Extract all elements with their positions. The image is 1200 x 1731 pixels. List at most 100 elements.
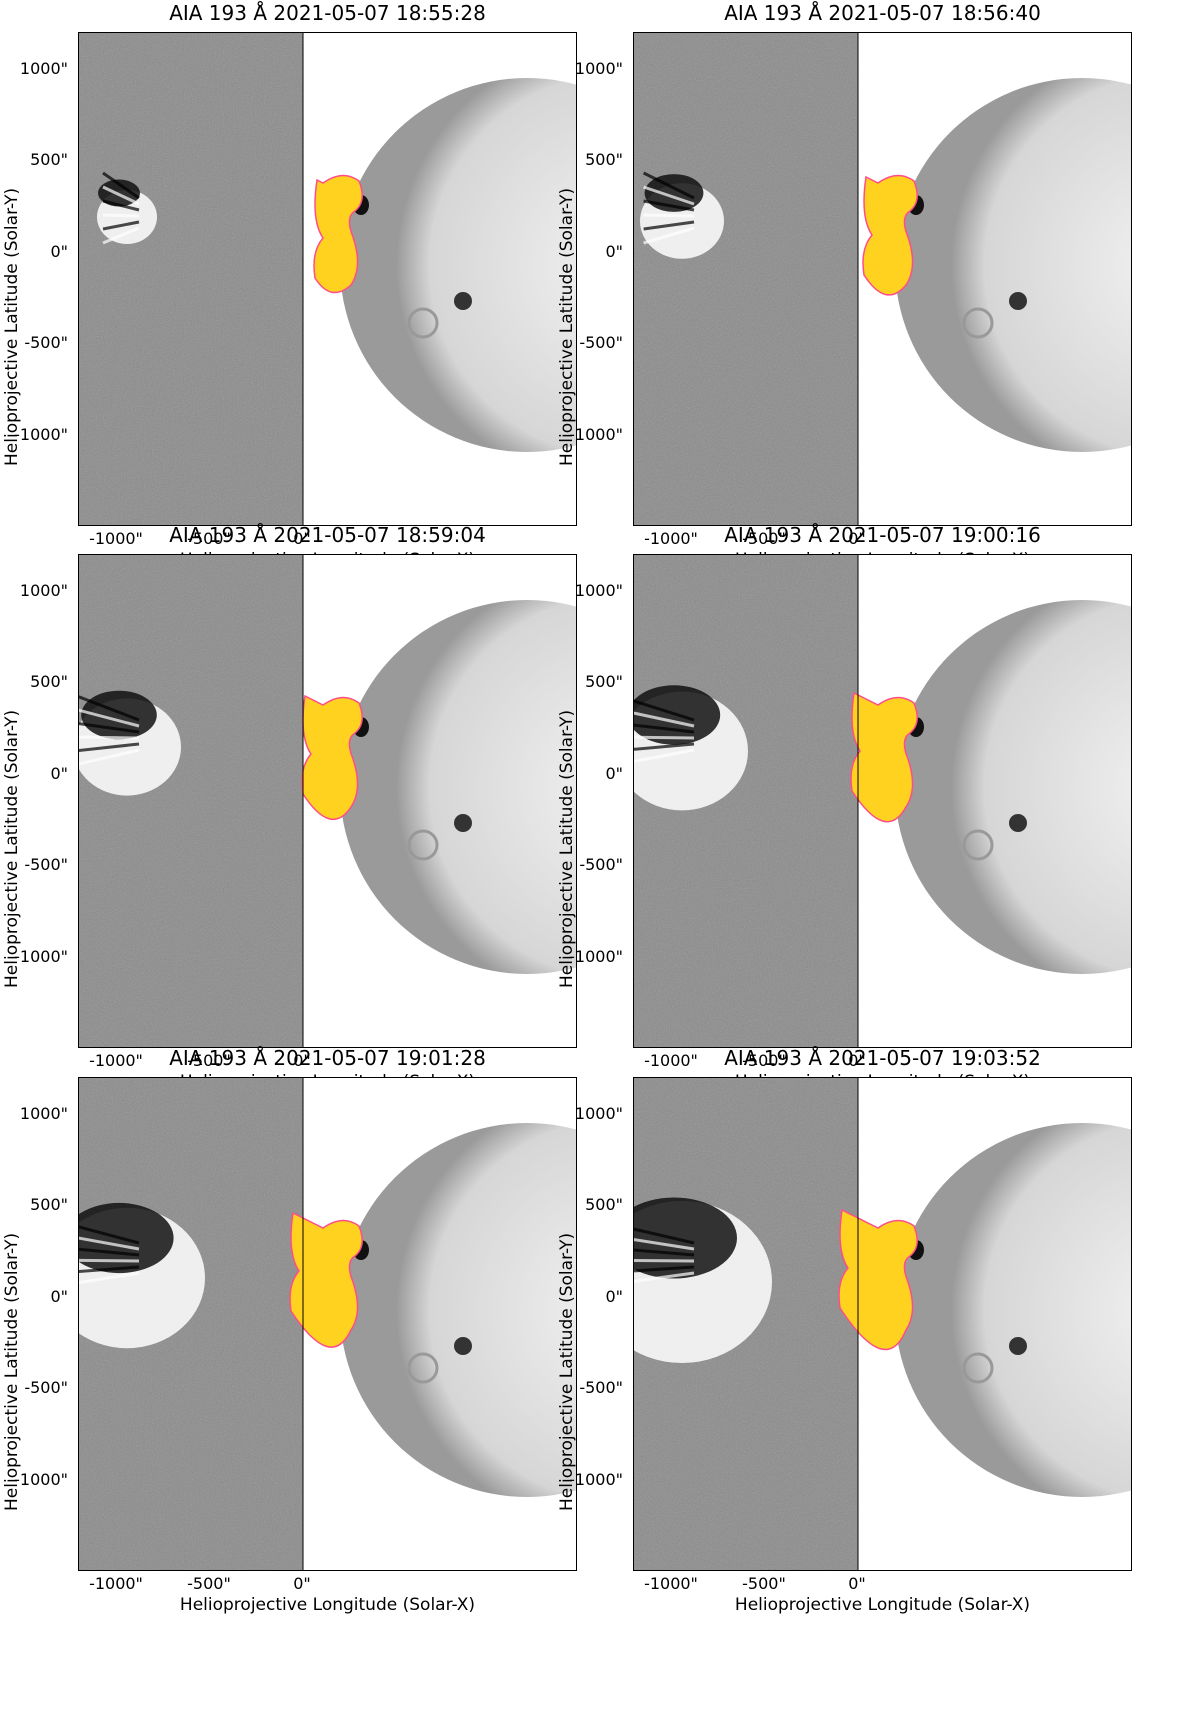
y-tick-label: 1000" [574, 581, 623, 600]
x-axis-label: Helioprojective Longitude (Solar-X) [734, 1595, 1031, 1615]
figure-panel-1: AIA 193 Å 2021-05-07 18:55:28 1000" 500" 0"… [0, 0, 577, 570]
x-tick-label: -500" [742, 1051, 786, 1070]
image-area [633, 554, 1132, 1048]
difference-image [79, 1078, 303, 1570]
y-tick-label: 1000" [574, 1104, 623, 1123]
y-tick-label: -1000" [14, 1470, 68, 1489]
x-tick-label: -1000" [644, 1574, 698, 1593]
figure-panel-5: AIA 193 Å 2021-05-07 19:01:28 1000" 500" 0"… [0, 1045, 577, 1615]
x-tick-label: -1000" [644, 1051, 698, 1070]
y-tick-label: -500" [24, 1378, 68, 1397]
x-tick-label: -500" [742, 529, 786, 548]
y-tick-label: -500" [24, 333, 68, 352]
eruption-region [97, 171, 157, 245]
x-tick-label: -500" [187, 529, 231, 548]
figure-panel-3: AIA 193 Å 2021-05-07 18:59:04 1000" 500" 0"… [0, 522, 577, 1092]
image-area [78, 32, 577, 526]
x-tick-label: 0" [293, 529, 311, 548]
y-tick-label: -1000" [569, 425, 623, 444]
x-tick-label: 0" [293, 1574, 311, 1593]
overlay-contour [862, 174, 918, 296]
panel-title: AIA 193 Å 2021-05-07 19:03:52 [724, 1046, 1041, 1070]
y-tick-label: 0" [50, 1287, 68, 1306]
x-tick-label: 0" [848, 1051, 866, 1070]
y-tick-label: -1000" [14, 425, 68, 444]
y-tick-label: 500" [585, 150, 623, 169]
eruption-region [79, 1202, 205, 1349]
solar-image [79, 33, 576, 525]
panel-title: AIA 193 Å 2021-05-07 18:55:28 [169, 1, 486, 25]
y-tick-label: -1000" [569, 947, 623, 966]
y-axis-label: Helioprojective Latitude (Solar-Y) [2, 1232, 22, 1511]
y-axis-label: Helioprojective Latitude (Solar-Y) [557, 709, 577, 988]
y-tick-label: 1000" [19, 59, 68, 78]
y-axis-label: Helioprojective Latitude (Solar-Y) [557, 187, 577, 466]
y-axis-label: Helioprojective Latitude (Solar-Y) [2, 187, 22, 466]
x-tick-label: -1000" [644, 529, 698, 548]
euv-image [858, 1078, 1131, 1570]
x-tick-label: 0" [848, 529, 866, 548]
x-tick-label: -500" [742, 1574, 786, 1593]
y-tick-label: -500" [579, 333, 623, 352]
eruption-region [634, 1197, 772, 1363]
y-tick-label: -1000" [569, 1470, 623, 1489]
y-tick-label: 500" [585, 672, 623, 691]
y-tick-label: -500" [579, 855, 623, 874]
y-tick-label: 0" [50, 242, 68, 261]
overlay-contour [313, 174, 363, 294]
eruption-region [634, 685, 748, 811]
y-axis-label: Helioprojective Latitude (Solar-Y) [557, 1232, 577, 1511]
eruption-region [79, 690, 181, 796]
difference-image [79, 555, 303, 1047]
y-tick-label: 0" [605, 242, 623, 261]
panel-title: AIA 193 Å 2021-05-07 18:59:04 [169, 523, 486, 547]
x-tick-label: -1000" [89, 1051, 143, 1070]
solar-image [634, 555, 1131, 1047]
panel-title: AIA 193 Å 2021-05-07 19:01:28 [169, 1046, 486, 1070]
y-tick-label: 0" [605, 764, 623, 783]
euv-image [858, 33, 1131, 525]
x-tick-label: -500" [187, 1051, 231, 1070]
euv-image [303, 555, 576, 1047]
y-tick-label: 0" [50, 764, 68, 783]
x-tick-label: -1000" [89, 1574, 143, 1593]
y-tick-label: 1000" [574, 59, 623, 78]
x-tick-label: -1000" [89, 529, 143, 548]
panel-title: AIA 193 Å 2021-05-07 19:00:16 [724, 523, 1041, 547]
euv-image [858, 555, 1131, 1047]
y-axis-label: Helioprojective Latitude (Solar-Y) [2, 709, 22, 988]
overlay-contour [301, 694, 363, 820]
y-tick-label: 500" [30, 150, 68, 169]
image-area [78, 554, 577, 1048]
y-tick-label: -500" [24, 855, 68, 874]
y-tick-label: 1000" [19, 1104, 68, 1123]
solar-image [634, 33, 1131, 525]
y-tick-label: 1000" [19, 581, 68, 600]
difference-image [79, 33, 303, 525]
difference-image [634, 33, 858, 525]
y-tick-label: 0" [605, 1287, 623, 1306]
x-tick-label: -500" [187, 1574, 231, 1593]
solar-image [79, 1078, 576, 1570]
panel-title: AIA 193 Å 2021-05-07 18:56:40 [724, 1, 1041, 25]
overlay-contour [838, 1208, 918, 1351]
y-tick-label: -500" [579, 1378, 623, 1397]
figure-panel-4: AIA 193 Å 2021-05-07 19:00:16 1000" 500" 0"… [555, 522, 1132, 1092]
solar-image [634, 1078, 1131, 1570]
overlay-contour [289, 1211, 363, 1348]
y-tick-label: 500" [30, 1195, 68, 1214]
figure-panel-2: AIA 193 Å 2021-05-07 18:56:40 1000" 500" 0"… [555, 0, 1132, 570]
y-tick-label: 500" [30, 672, 68, 691]
overlay-contour [850, 691, 918, 823]
y-tick-label: 500" [585, 1195, 623, 1214]
solar-image [79, 555, 576, 1047]
y-tick-label: -1000" [14, 947, 68, 966]
eruption-region [640, 171, 724, 259]
image-area [633, 32, 1132, 526]
x-axis-label: Helioprojective Longitude (Solar-X) [179, 1595, 476, 1615]
image-area [633, 1077, 1132, 1571]
figure-panel-6: AIA 193 Å 2021-05-07 19:03:52 1000" 500" 0"… [555, 1045, 1132, 1615]
image-area [78, 1077, 577, 1571]
x-tick-label: 0" [848, 1574, 866, 1593]
x-tick-label: 0" [293, 1051, 311, 1070]
